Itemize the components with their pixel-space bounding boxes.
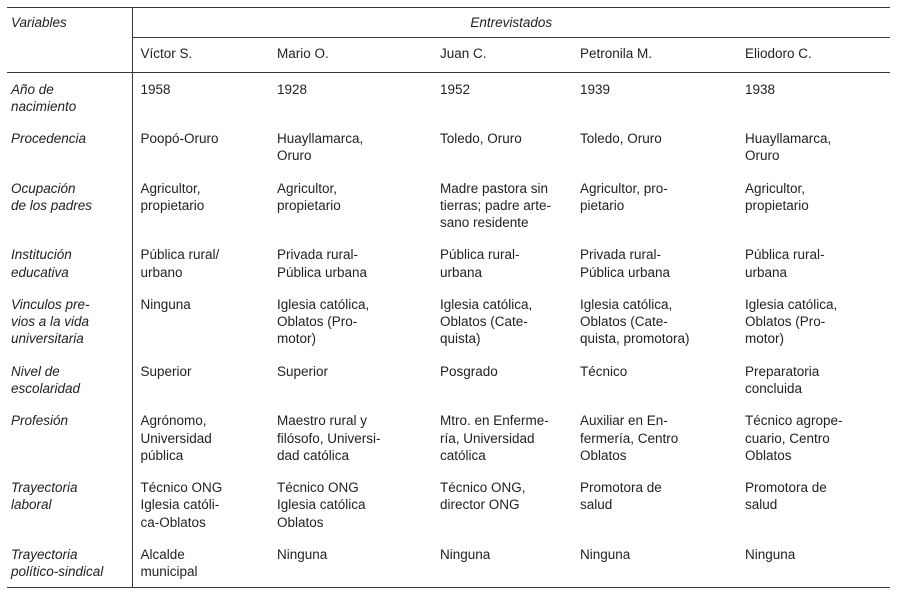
table-cell: Preparatoria concluida (745, 363, 820, 396)
row-label: Vinculos pre- vios a la vida universitar… (7, 287, 133, 355)
table-cell: Técnico agrope- cuario, Centro Oblatos (745, 413, 843, 463)
interviewees-table: Variables Entrevistados Víctor S. Mario … (7, 7, 891, 589)
row-label: Ocupación de los padres (7, 171, 133, 239)
table-row: Institución educativa Pública rural/ urb… (7, 238, 890, 288)
interviewees-table-container: Variables Entrevistados Víctor S. Mario … (7, 7, 891, 589)
table-cell: Superior (140, 363, 192, 379)
row-label: Trayectoria político-sindical (7, 537, 133, 588)
group-header-row: Variables Entrevistados (7, 7, 891, 73)
table-cell: Promotora de salud (745, 480, 827, 513)
column-header-eliodoro: Eliodoro C. (737, 37, 891, 73)
table-cell: Iglesia católica, Oblatos (Pro- motor) (277, 296, 370, 347)
table-cell: Toledo, Oruro (580, 131, 662, 147)
row-label: Trayectoria laboral (7, 471, 133, 538)
table-row: Procedencia Poopó-Oruro Huayllamarca, Or… (7, 122, 890, 172)
table-row: Trayectoria laboral Técnico ONG Iglesia … (7, 471, 890, 538)
table-cell: Agricultor, pro- pietario (580, 180, 668, 213)
table-cell: Técnico ONG Iglesia católica Oblatos (277, 480, 366, 530)
table-cell: Iglesia católica, Oblatos (Cate- quista) (440, 296, 533, 347)
table-cell: Técnico ONG, director ONG (440, 480, 526, 513)
table-cell: Técnico ONG Iglesia católi- ca-Oblatos (140, 480, 223, 530)
row-label: Año de nacimiento (7, 72, 133, 123)
table-cell: Técnico (580, 363, 628, 379)
table-cell: Privada rural- Pública urbana (580, 247, 671, 280)
table-cell: Maestro rural y filósofo, Universi- dad … (277, 413, 381, 463)
table-cell: Pública rural- urbana (440, 247, 520, 280)
table-cell: Ninguna (745, 546, 796, 562)
table-cell: Ninguna (440, 546, 491, 562)
column-header-mario: Mario O. (269, 37, 432, 73)
column-header-victor: Víctor S. (132, 37, 269, 73)
row-label: Institución educativa (7, 238, 133, 288)
table-cell: Ninguna (277, 546, 328, 562)
entrevistados-group-header: Entrevistados (132, 7, 891, 39)
table-cell: Privada rural- Pública urbana (277, 247, 368, 280)
table-cell: Auxiliar en En- fermería, Centro Oblatos (580, 413, 679, 463)
table-row: Trayectoria político-sindical Alcalde mu… (7, 537, 890, 588)
table-cell: Iglesia católica, Oblatos (Pro- motor) (745, 296, 838, 347)
table-cell: Iglesia católica, Oblatos (Cate- quista,… (580, 296, 690, 347)
table-cell: Agrónomo, Universidad pública (140, 413, 212, 463)
row-label: Profesión (7, 404, 133, 472)
table-cell: 1939 (580, 81, 611, 97)
column-header-petronila: Petronila M. (572, 37, 737, 73)
table-cell: 1928 (277, 81, 308, 97)
table-cell: Superior (277, 363, 329, 379)
column-header-row: Víctor S. Mario O. Juan C. Petronila M. … (7, 37, 891, 73)
row-label: Procedencia (7, 122, 133, 172)
table-cell: Agricultor, propietario (745, 180, 809, 213)
table-cell: Alcalde municipal (140, 546, 198, 580)
table-cell: 1938 (745, 81, 776, 97)
row-label: Nivel de escolaridad (7, 354, 133, 405)
table-cell: Madre pastora sin tierras; padre arte- s… (440, 180, 552, 231)
table-cell: Pública rural/ urbano (140, 247, 220, 280)
table-row: Año de nacimiento 1958 1928 1952 1939 19… (7, 72, 890, 123)
table-cell: Mtro. en Enferme- ría, Universidad catól… (440, 413, 549, 463)
column-header-juan: Juan C. (432, 37, 572, 73)
table-row: Profesión Agrónomo, Universidad pública … (7, 404, 890, 472)
table-cell: Poopó-Oruro (140, 131, 219, 147)
table-cell: Huayllamarca, Oruro (745, 131, 832, 164)
table-row: Vinculos pre- vios a la vida universitar… (7, 287, 890, 355)
table-cell: Promotora de salud (580, 480, 662, 513)
table-cell: Ninguna (140, 296, 191, 312)
table-cell: Agricultor, propietario (140, 180, 205, 213)
table-cell: Huayllamarca, Oruro (277, 131, 364, 164)
table-cell: Posgrado (440, 363, 498, 379)
table-row: Ocupación de los padres Agricultor, prop… (7, 171, 890, 239)
table-cell: 1952 (440, 81, 471, 97)
table-cell: Ninguna (580, 546, 631, 562)
table-cell: Agricultor, propietario (277, 180, 341, 213)
table-cell: Toledo, Oruro (440, 131, 522, 147)
table-cell: 1958 (140, 81, 171, 97)
variables-column-header: Variables (7, 7, 133, 73)
table-row: Nivel de escolaridad Superior Superior P… (7, 354, 890, 405)
table-cell: Pública rural- urbana (745, 247, 825, 280)
